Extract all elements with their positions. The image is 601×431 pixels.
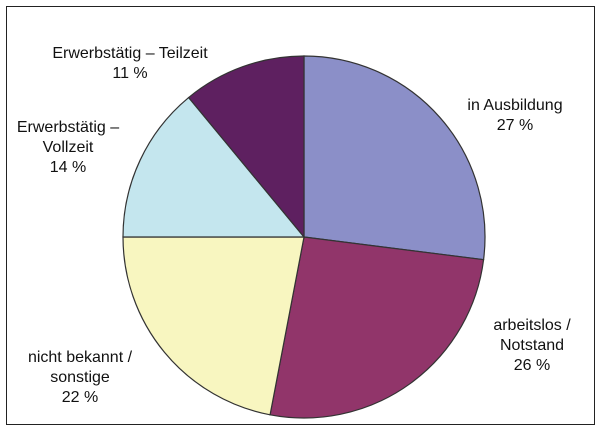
pie-slice [269,236,485,419]
frame [6,6,595,425]
category-label: Erwerbstätig – Vollzeit [16,119,120,156]
slice-label: Erwerbstätig – Teilzeit 11 % [0,44,260,84]
slice-label: arbeitslos / Notstand 26 % [482,316,582,376]
category-label: arbeitslos / Notstand [493,317,571,354]
pie-slice [187,55,305,239]
slice-label: nicht bekannt / sonstige 22 % [18,348,143,408]
slice-label: Erwerbstätig – Vollzeit 14 % [11,118,126,178]
pie-slice [122,96,306,238]
value-label: 14 % [49,159,87,176]
value-label: 26 % [513,357,551,374]
category-label: in Ausbildung [467,97,563,114]
category-label: nicht bekannt / sonstige [27,349,133,386]
value-label: 22 % [61,389,99,406]
slice-label: in Ausbildung 27 % [445,96,585,136]
pie-slice [122,236,305,416]
value-label: 27 % [496,117,534,134]
value-label: 11 % [112,65,148,82]
category-label: Erwerbstätig – Teilzeit [52,45,208,62]
pie-slice [303,55,486,261]
